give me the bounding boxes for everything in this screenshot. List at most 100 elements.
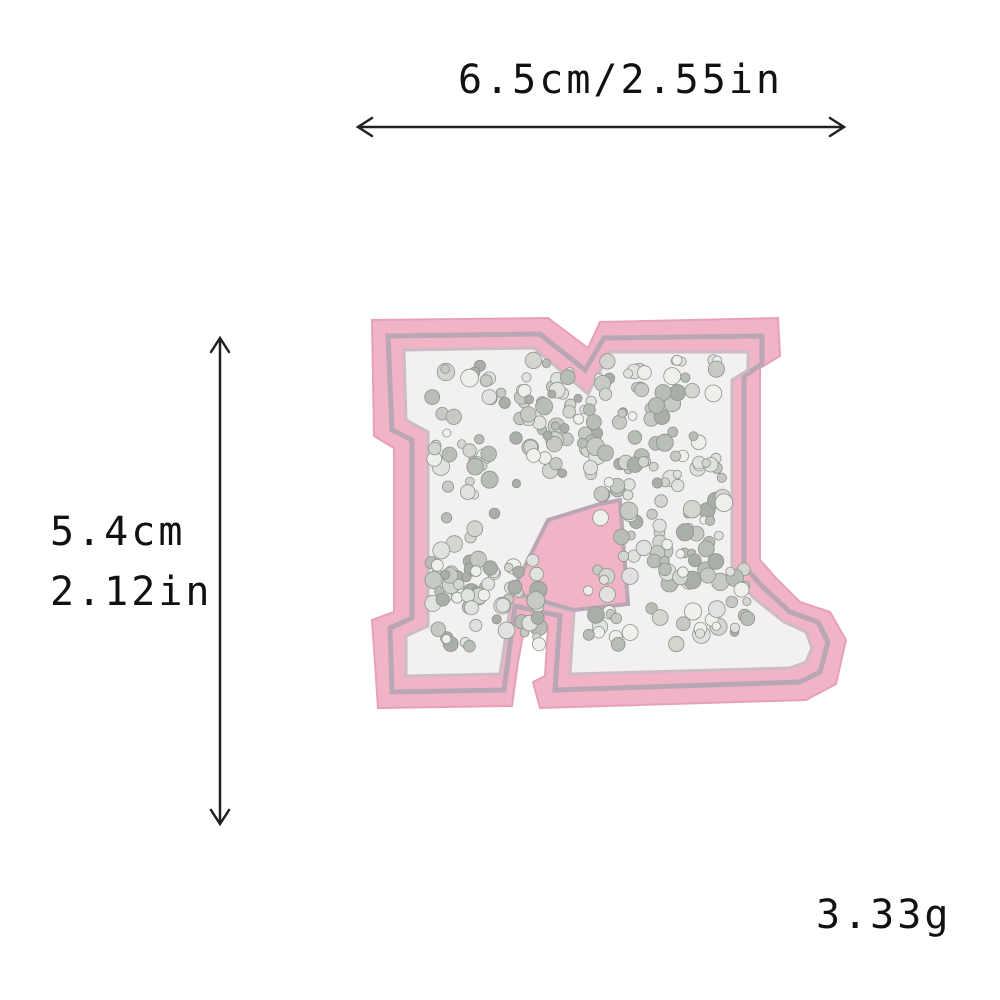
rhinestone bbox=[480, 375, 492, 387]
rhinestone bbox=[428, 442, 441, 455]
rhinestone bbox=[574, 414, 584, 424]
rhinestone bbox=[715, 494, 733, 512]
rhinestone bbox=[496, 598, 510, 612]
rhinestone bbox=[521, 407, 537, 423]
rhinestone bbox=[612, 415, 626, 429]
rhinestone bbox=[705, 516, 714, 525]
rhinestone bbox=[594, 487, 609, 502]
rhinestone bbox=[714, 531, 723, 540]
rhinestone bbox=[708, 554, 724, 570]
rhinestone bbox=[638, 457, 649, 468]
rhinestone bbox=[620, 502, 638, 520]
rhinestone bbox=[463, 444, 476, 457]
rhinestone bbox=[655, 495, 668, 508]
rhinestone bbox=[743, 598, 751, 606]
rhinestone bbox=[442, 481, 453, 492]
rhinestone bbox=[441, 513, 451, 523]
rhinestone bbox=[647, 554, 661, 568]
rhinestone bbox=[583, 629, 594, 640]
rhinestone bbox=[673, 470, 681, 478]
rhinestone bbox=[618, 551, 628, 561]
rhinestone bbox=[496, 388, 506, 398]
rhinestone bbox=[474, 435, 484, 445]
rhinestone bbox=[492, 615, 501, 624]
rhinestone bbox=[443, 429, 451, 437]
rhinestone bbox=[659, 563, 672, 576]
rhinestone bbox=[550, 458, 562, 470]
rhinestone bbox=[647, 509, 657, 519]
rhinestone bbox=[533, 638, 546, 651]
rhinestone bbox=[531, 612, 544, 625]
rhinestone bbox=[593, 627, 605, 639]
rhinestone bbox=[717, 473, 726, 482]
rhinestone bbox=[705, 385, 722, 402]
letter-m-patch bbox=[372, 318, 846, 708]
rhinestone bbox=[712, 622, 720, 630]
rhinestone bbox=[464, 640, 476, 652]
rhinestone bbox=[536, 398, 553, 415]
rhinestone bbox=[525, 395, 534, 404]
rhinestone bbox=[508, 580, 522, 594]
rhinestone bbox=[512, 479, 520, 487]
rhinestone bbox=[600, 354, 615, 369]
rhinestone bbox=[584, 586, 593, 595]
rhinestone bbox=[599, 587, 615, 603]
rhinestone bbox=[481, 446, 497, 462]
rhinestone bbox=[482, 578, 495, 591]
rhinestone bbox=[696, 629, 705, 638]
rhinestone bbox=[676, 524, 693, 541]
rhinestone bbox=[593, 510, 609, 526]
rhinestone bbox=[648, 398, 664, 414]
rhinestone bbox=[527, 449, 541, 463]
rhinestone bbox=[482, 390, 497, 405]
rhinestone bbox=[688, 554, 701, 567]
rhinestone bbox=[577, 438, 587, 448]
rhinestone bbox=[672, 479, 684, 491]
rhinestone bbox=[498, 622, 515, 639]
rhinestone bbox=[467, 521, 483, 537]
rhinestone bbox=[618, 409, 627, 418]
rhinestone bbox=[499, 397, 510, 408]
rhinestone bbox=[461, 589, 475, 603]
rhinestone bbox=[623, 479, 635, 491]
rhinestone bbox=[584, 404, 596, 416]
rhinestone bbox=[611, 637, 625, 651]
rhinestone bbox=[586, 415, 601, 430]
width-arrow bbox=[358, 118, 844, 136]
rhinestone bbox=[598, 445, 614, 461]
rhinestone bbox=[431, 559, 443, 571]
weight-label: 3.33g bbox=[816, 895, 951, 935]
rhinestone bbox=[669, 636, 684, 651]
rhinestone bbox=[504, 563, 513, 572]
rhinestone bbox=[649, 462, 658, 471]
rhinestone bbox=[709, 601, 726, 618]
rhinestone bbox=[461, 369, 479, 387]
rhinestone bbox=[522, 373, 531, 382]
rhinestone bbox=[527, 592, 545, 610]
rhinestone bbox=[441, 570, 450, 579]
rhinestone bbox=[460, 485, 475, 500]
rhinestone bbox=[548, 390, 556, 398]
rhinestone bbox=[588, 607, 605, 624]
rhinestone bbox=[530, 567, 544, 581]
rhinestone bbox=[624, 369, 633, 378]
rhinestone bbox=[431, 622, 446, 637]
rhinestone bbox=[700, 568, 715, 583]
rhinestone bbox=[662, 539, 673, 550]
rhinestone bbox=[433, 542, 450, 559]
rhinestone bbox=[574, 394, 582, 402]
rhinestone bbox=[708, 361, 724, 377]
rhinestone bbox=[481, 471, 498, 488]
rhinestone bbox=[681, 373, 690, 382]
height-measurement-in: 2.12in bbox=[50, 572, 213, 612]
rhinestone bbox=[442, 447, 457, 462]
rhinestone bbox=[551, 422, 559, 430]
rhinestone bbox=[689, 432, 698, 441]
rhinestone bbox=[441, 365, 450, 374]
rhinestone bbox=[467, 458, 484, 475]
rhinestone bbox=[653, 519, 666, 532]
rhinestone bbox=[636, 540, 651, 555]
rhinestone bbox=[656, 434, 673, 451]
rhinestone bbox=[678, 567, 689, 578]
